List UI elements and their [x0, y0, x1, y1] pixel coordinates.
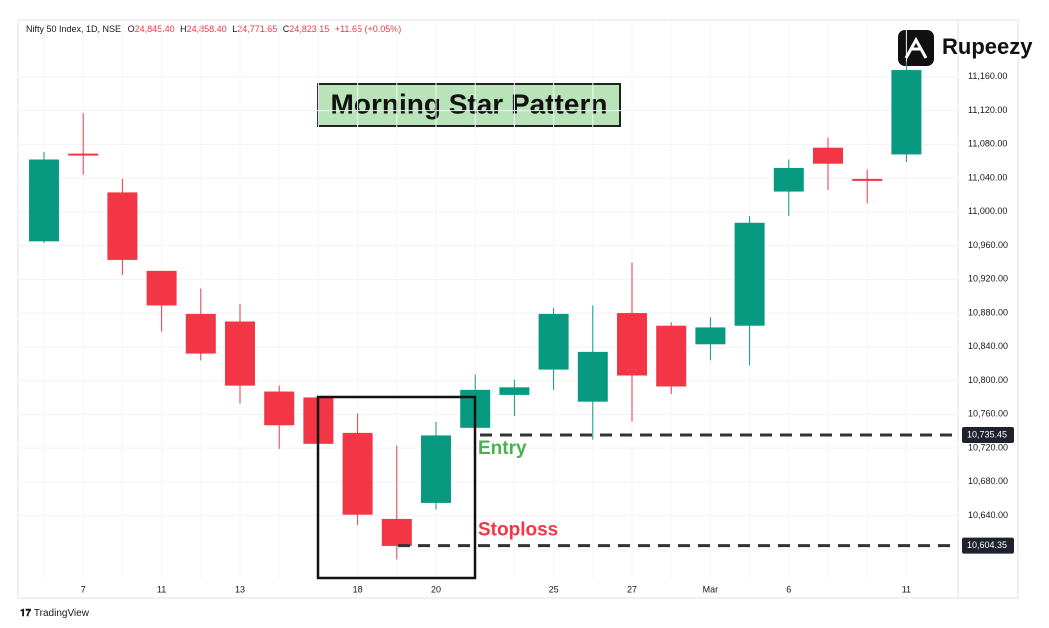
y-tick-label: 11,080.00: [968, 139, 1007, 149]
candle-body: [773, 167, 804, 192]
pattern-box: [316, 395, 477, 580]
field-label: L: [232, 24, 237, 34]
y-tick-label: 10,920.00: [968, 274, 1008, 284]
candle-body: [734, 222, 765, 326]
candle-body: [342, 432, 373, 515]
x-tick-label: 18: [353, 584, 363, 594]
y-tick-label: 11,120.00: [968, 105, 1007, 115]
y-tick-label: 10,800.00: [968, 375, 1008, 385]
brand-icon: [904, 36, 928, 59]
candle-body: [695, 327, 726, 345]
x-tick-label: 25: [549, 584, 559, 594]
candle-body: [577, 351, 608, 402]
chart-header: Nifty 50 Index, 1D, NSE O24,845.40 H24,8…: [26, 24, 401, 34]
x-tick-label: Mar: [703, 584, 719, 594]
candle-body: [29, 159, 59, 242]
symbol: Nifty 50 Index, 1D, NSE: [26, 24, 121, 34]
field-value: 24,823.15: [289, 24, 329, 34]
y-tick-label: 10,640.00: [968, 510, 1008, 520]
field-label: O: [128, 24, 135, 34]
candle-body: [421, 435, 451, 503]
candle-body: [499, 387, 530, 395]
candle-body: [617, 313, 647, 376]
candle-body: [656, 325, 687, 387]
candle-body: [852, 178, 883, 181]
price-label-bg: [962, 537, 1014, 554]
y-tick-label: 10,880.00: [968, 307, 1008, 317]
annotation: Stoploss: [478, 520, 558, 541]
annotation: Entry: [478, 438, 527, 459]
x-tick-label: 6: [786, 584, 791, 594]
y-tick-label: 10,960.00: [968, 240, 1008, 250]
candle-body: [381, 518, 412, 546]
candle-body: [146, 270, 177, 306]
y-tick-label: 10,720.00: [968, 442, 1008, 452]
title-box: [317, 83, 621, 127]
field-label: H: [180, 24, 187, 34]
price-label: 10,735.45: [967, 429, 1007, 439]
footer: 𝟏𝟕 TradingView: [20, 608, 90, 619]
candle-body: [264, 391, 295, 426]
field-label: C: [283, 24, 290, 34]
x-tick-label: 7: [81, 584, 86, 594]
price-label-bg: [962, 427, 1014, 444]
candle-body: [538, 313, 569, 370]
field-value: 24,845.40: [135, 24, 175, 34]
candle-body: [225, 321, 255, 386]
x-tick-label: 13: [235, 584, 245, 594]
x-tick-label: 27: [627, 584, 637, 594]
y-tick-label: 10,680.00: [968, 476, 1008, 486]
candle-body: [107, 192, 138, 260]
candle-body: [891, 70, 922, 155]
x-tick-label: 11: [902, 584, 911, 594]
y-tick-label: 11,160.00: [968, 71, 1007, 81]
candle-body: [68, 153, 99, 156]
field-value: 24,771.65: [237, 24, 277, 34]
candle-body: [813, 147, 843, 164]
x-tick-label: 20: [431, 584, 441, 594]
brand-name: Rupeezy: [942, 34, 1033, 59]
y-tick-label: 10,840.00: [968, 341, 1008, 351]
price-label: 10,604.35: [967, 540, 1007, 550]
candle-body: [185, 313, 216, 354]
y-tick-label: 11,000.00: [968, 206, 1007, 216]
x-tick-label: 11: [157, 584, 166, 594]
change: +11.65 (+0.05%): [335, 24, 401, 34]
footer-logo: 𝟏𝟕: [20, 608, 34, 619]
y-tick-label: 10,760.00: [968, 409, 1008, 419]
field-value: 24,858.40: [187, 24, 227, 34]
y-tick-label: 11,040.00: [968, 172, 1007, 182]
chart-title: Morning Star Pattern: [331, 88, 608, 119]
footer-text: TradingView: [34, 608, 90, 619]
